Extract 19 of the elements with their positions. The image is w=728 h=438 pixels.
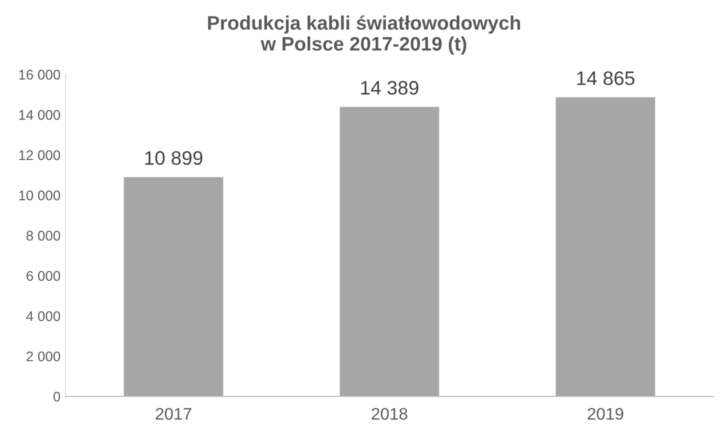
- y-tick-label: 8 000: [26, 230, 60, 241]
- y-tick-label: 12 000: [19, 150, 60, 160]
- y-tick-label: 16 000: [19, 70, 60, 80]
- chart-title: Produkcja kabli światłowodowych w Polsce 2017-2019 (t): [208, 15, 520, 55]
- x-tick-label: 2019: [588, 408, 624, 420]
- y-tick-label: 14 000: [19, 110, 60, 120]
- y-tick-label: 2 000: [26, 351, 60, 362]
- y-tick-label: 6 000: [26, 271, 60, 281]
- bar: [340, 106, 440, 396]
- bar: [124, 177, 224, 396]
- bar: [556, 97, 656, 396]
- x-tick-label: 2018: [372, 408, 408, 420]
- data-label: 10 899: [145, 151, 202, 165]
- x-tick-label: 2017: [156, 408, 192, 420]
- y-tick-label: 10 000: [19, 190, 60, 200]
- y-tick-label: 0: [53, 392, 60, 402]
- y-tick-label: 4 000: [26, 311, 60, 322]
- data-label: 14 865: [577, 71, 634, 86]
- data-label: 14 389: [361, 80, 418, 95]
